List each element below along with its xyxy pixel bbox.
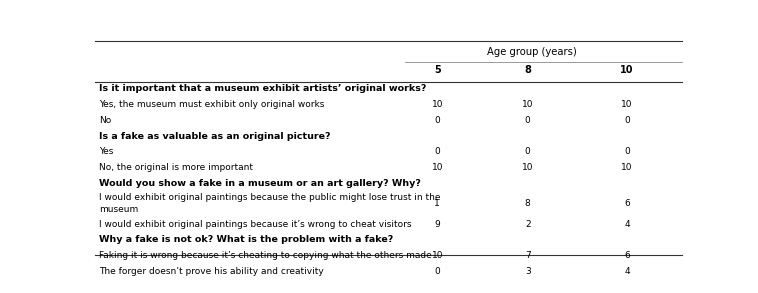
Text: 3: 3 bbox=[525, 267, 531, 276]
Text: 10: 10 bbox=[620, 65, 634, 75]
Text: Why a fake is not ok? What is the problem with a fake?: Why a fake is not ok? What is the proble… bbox=[99, 235, 393, 244]
Text: Faking it is wrong because it’s cheating to copying what the others made: Faking it is wrong because it’s cheating… bbox=[99, 251, 432, 260]
Text: 6: 6 bbox=[624, 251, 630, 260]
Text: Yes, the museum must exhibit only original works: Yes, the museum must exhibit only origin… bbox=[99, 100, 325, 109]
Text: No, the original is more important: No, the original is more important bbox=[99, 163, 253, 173]
Text: 6: 6 bbox=[624, 199, 630, 208]
Text: 10: 10 bbox=[431, 163, 443, 173]
Text: 10: 10 bbox=[622, 163, 633, 173]
Text: The forger doesn’t prove his ability and creativity: The forger doesn’t prove his ability and… bbox=[99, 267, 324, 276]
Text: 7: 7 bbox=[525, 251, 531, 260]
Text: 0: 0 bbox=[525, 116, 531, 125]
Text: No: No bbox=[99, 116, 111, 125]
Text: 0: 0 bbox=[434, 267, 440, 276]
Text: 8: 8 bbox=[525, 65, 531, 75]
Text: 10: 10 bbox=[431, 251, 443, 260]
Text: 0: 0 bbox=[434, 147, 440, 156]
Text: 10: 10 bbox=[522, 163, 534, 173]
Text: 5: 5 bbox=[434, 65, 440, 75]
Text: 0: 0 bbox=[525, 147, 531, 156]
Text: Is it important that a museum exhibit artists’ original works?: Is it important that a museum exhibit ar… bbox=[99, 84, 427, 93]
Text: 2: 2 bbox=[525, 220, 531, 229]
Text: 4: 4 bbox=[624, 267, 630, 276]
Text: 4: 4 bbox=[624, 220, 630, 229]
Text: 10: 10 bbox=[431, 100, 443, 109]
Text: 8: 8 bbox=[525, 199, 531, 208]
Text: 1: 1 bbox=[434, 199, 440, 208]
Text: 9: 9 bbox=[434, 220, 440, 229]
Text: 0: 0 bbox=[434, 116, 440, 125]
Text: I would exhibit original paintings because the public might lose trust in the
mu: I would exhibit original paintings becau… bbox=[99, 193, 441, 214]
Text: Would you show a fake in a museum or an art gallery? Why?: Would you show a fake in a museum or an … bbox=[99, 179, 421, 188]
Text: I would exhibit original paintings because it’s wrong to cheat visitors: I would exhibit original paintings becau… bbox=[99, 220, 412, 229]
Text: Is a fake as valuable as an original picture?: Is a fake as valuable as an original pic… bbox=[99, 132, 331, 141]
Text: 10: 10 bbox=[522, 100, 534, 109]
Text: 0: 0 bbox=[624, 147, 630, 156]
Text: 10: 10 bbox=[622, 100, 633, 109]
Text: Yes: Yes bbox=[99, 147, 114, 156]
Text: 0: 0 bbox=[624, 116, 630, 125]
Text: Age group (years): Age group (years) bbox=[487, 47, 577, 57]
